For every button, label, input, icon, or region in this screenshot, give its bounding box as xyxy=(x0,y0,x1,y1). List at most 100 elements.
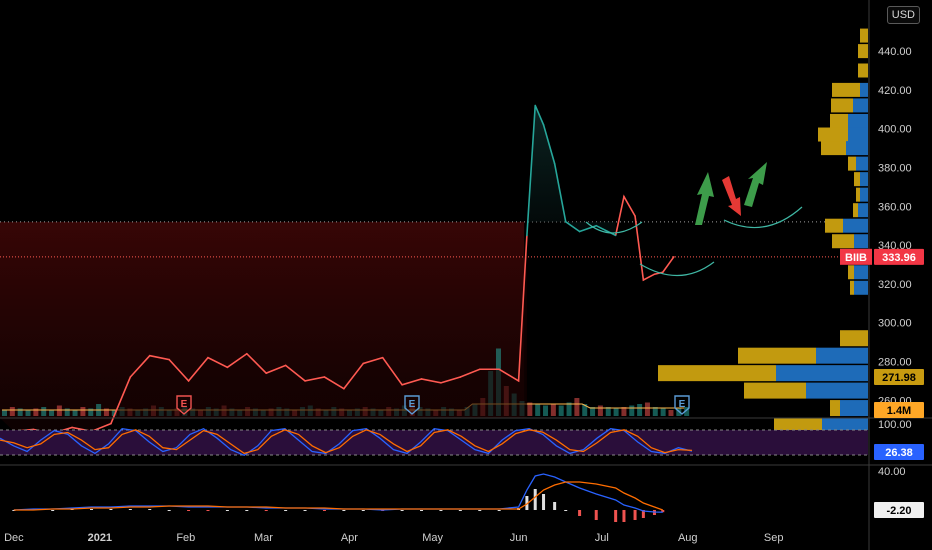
price-area-teal xyxy=(526,105,616,236)
ref-tag-text: 271.98 xyxy=(882,372,916,384)
vp-gold-bar xyxy=(744,382,806,399)
price-point xyxy=(673,256,675,258)
price-point xyxy=(284,364,287,367)
vp-gold-bar xyxy=(858,63,868,78)
macd-histogram-bar xyxy=(303,510,307,511)
y-tick-label: 360.00 xyxy=(878,201,912,213)
volume-bar xyxy=(566,402,572,416)
vp-blue-bar xyxy=(860,187,868,202)
earnings-label: E xyxy=(679,399,686,410)
macd-histogram-bar xyxy=(578,510,582,516)
price-point xyxy=(526,234,528,237)
volume-bar xyxy=(41,407,47,416)
x-tick-label: May xyxy=(422,532,443,544)
stoch-tag: 26.38 xyxy=(874,444,924,460)
price-point xyxy=(265,372,268,374)
earnings-icon xyxy=(674,395,690,415)
volume-bar xyxy=(535,404,541,416)
vp-gold-bar xyxy=(840,330,868,347)
vp-blue-bar xyxy=(860,82,868,97)
macd-histogram-bar xyxy=(51,510,55,511)
volume-bar xyxy=(637,404,643,416)
price-point xyxy=(623,195,625,198)
macd-tag-bg xyxy=(874,502,924,518)
currency-badge[interactable]: USD xyxy=(886,6,920,24)
stoch-tick-label: 100.00 xyxy=(878,419,912,431)
volume-bar xyxy=(644,402,650,416)
macd-histogram-bar xyxy=(342,510,346,511)
macd-histogram-bar xyxy=(322,510,326,511)
price-point xyxy=(207,356,209,359)
price-point xyxy=(553,162,556,165)
volume-bar xyxy=(64,408,70,416)
stoch-tag-text: 26.38 xyxy=(885,447,913,459)
macd-tag: -2.20 xyxy=(874,502,924,518)
price-point xyxy=(343,387,345,390)
macd-histogram-bar xyxy=(478,510,482,511)
macd-histogram-bar xyxy=(525,496,529,510)
earnings-marker: E xyxy=(176,395,192,415)
volume-bar xyxy=(590,407,596,416)
stoch-tag-bg xyxy=(874,444,924,460)
volume-bar xyxy=(543,405,549,416)
volume-bar xyxy=(17,408,23,416)
price-point xyxy=(564,221,567,223)
macd-histogram-bar xyxy=(661,510,665,513)
macd-histogram-bar xyxy=(633,510,637,520)
vp-gold-bar xyxy=(818,127,848,142)
macd-histogram-bar xyxy=(148,509,152,510)
price-point xyxy=(661,271,664,274)
price-point xyxy=(381,356,384,359)
price-point xyxy=(323,376,326,378)
volume-bar xyxy=(668,410,674,416)
x-tick-label: Jun xyxy=(510,532,528,544)
y-tick-label: 320.00 xyxy=(878,279,912,291)
earnings-label: E xyxy=(409,399,416,410)
volume-bar xyxy=(88,408,94,416)
macd-line xyxy=(13,473,663,513)
price-point xyxy=(148,354,151,357)
macd-tag-text: -2.20 xyxy=(886,505,911,517)
volume-bar xyxy=(597,405,603,416)
price-point xyxy=(459,376,462,378)
x-tick-label: Apr xyxy=(341,532,358,544)
vp-gold-bar xyxy=(854,172,860,187)
stoch-tick-label: 40.00 xyxy=(878,466,906,478)
price-point xyxy=(542,124,545,126)
price-tag-symbol: BIIB xyxy=(845,252,867,264)
vp-gold-bar xyxy=(858,44,868,59)
price-point xyxy=(614,234,617,237)
price-point xyxy=(478,368,481,371)
volume-bar xyxy=(574,398,580,416)
ref-tag: 271.98 xyxy=(874,369,924,386)
macd-histogram-bar xyxy=(167,510,171,511)
vp-blue-bar xyxy=(854,265,868,280)
vp-blue-bar xyxy=(840,400,868,417)
macd-histogram-bar xyxy=(542,494,546,510)
macd-histogram-bar xyxy=(622,510,626,522)
macd-histogram-bar xyxy=(420,510,424,511)
signal-line xyxy=(13,481,664,511)
price-series xyxy=(0,104,675,435)
macd-histogram-bar xyxy=(90,509,94,510)
volume-bar xyxy=(2,410,7,416)
earnings-icon xyxy=(176,395,192,415)
volume-bar xyxy=(56,405,62,416)
price-tag-symbol-bg xyxy=(840,248,872,265)
price-point xyxy=(246,352,248,355)
volume-tag: 1.4M xyxy=(874,402,924,418)
price-point xyxy=(362,362,365,365)
volume-bar xyxy=(629,405,635,416)
earnings-marker: E xyxy=(404,395,420,415)
vp-gold-bar xyxy=(856,187,860,202)
volume-bar xyxy=(80,407,86,416)
vp-gold-bar xyxy=(830,400,840,417)
price-point xyxy=(595,224,598,227)
vp-blue-bar xyxy=(848,127,868,142)
price-point xyxy=(634,215,636,217)
macd-histogram-bar xyxy=(400,510,404,511)
volume-bar xyxy=(660,408,666,416)
